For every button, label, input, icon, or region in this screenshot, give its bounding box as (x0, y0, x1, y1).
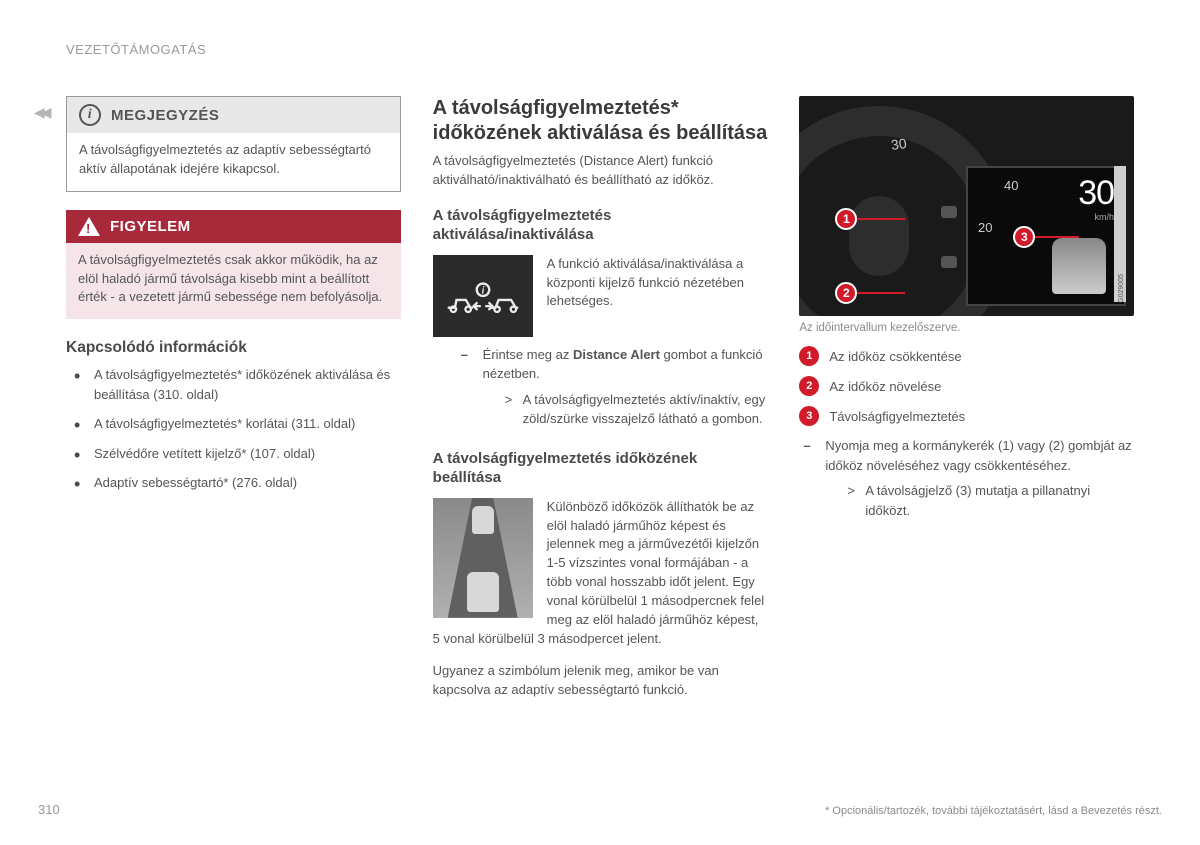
note-body: A távolságfigyelmeztetés az adaptív sebe… (67, 133, 400, 191)
info-icon: i (79, 104, 101, 126)
instruction-sub-item: A távolságjelző (3) mutatja a pillanatny… (847, 481, 1134, 520)
numbered-text: Távolságfigyelmeztetés (829, 409, 965, 424)
warning-body: A távolságfigyelmeztetés csak akkor műkö… (66, 243, 401, 320)
column-2: A távolságfigyelmeztetés* időközének akt… (433, 96, 768, 700)
svg-text:i: i (481, 285, 484, 296)
dashboard-image: 30 1 2 40 20 30 km/h G029005 3 (799, 96, 1134, 316)
numbered-text: Az időköz növelése (829, 379, 941, 394)
related-item: A távolságfigyelmeztetés* időközének akt… (70, 365, 401, 404)
instruction-item: Nyomja meg a kormánykerék (1) vagy (2) g… (803, 436, 1134, 520)
step-text-bold: Distance Alert (573, 347, 660, 362)
warning-label: FIGYELEM (110, 218, 191, 235)
related-title: Kapcsolódó információk (66, 339, 401, 357)
speed-unit: km/h (1095, 212, 1115, 222)
related-item: A távolságfigyelmeztetés* korlátai (311.… (70, 414, 401, 434)
instruction-list: Nyomja meg a kormánykerék (1) vagy (2) g… (799, 436, 1134, 520)
icon-text: A funkció aktiválása/inaktiválása a közp… (547, 255, 768, 337)
content-columns: i MEGJEGYZÉS A távolságfigyelmeztetés az… (66, 96, 1134, 700)
continuation-marks: ◀◀ (34, 104, 48, 121)
distance-alert-icon: i (433, 255, 533, 337)
setting-block: A távolságfigyelmeztetés időközének beál… (433, 449, 768, 700)
column-3: 30 1 2 40 20 30 km/h G029005 3 Az időin (799, 96, 1134, 700)
speed-20: 20 (978, 220, 992, 235)
instruction-text: Nyomja meg a kormánykerék (1) vagy (2) g… (825, 438, 1131, 473)
main-title: A távolságfigyelmeztetés* időközének akt… (433, 96, 768, 146)
note-label: MEGJEGYZÉS (111, 107, 219, 124)
lead-text: A távolságfigyelmeztetés (Distance Alert… (433, 152, 768, 190)
numbered-list: 1 Az időköz csökkentése 2 Az időköz növe… (799, 346, 1134, 426)
step-text-pre: Érintse meg az (483, 347, 573, 362)
related-item: Szélvédőre vetített kijelző* (107. oldal… (70, 444, 401, 464)
subhead-activation: A távolságfigyelmeztetés aktiválása/inak… (433, 206, 768, 245)
step-list: Érintse meg az Distance Alert gombot a f… (433, 345, 768, 429)
instruction-sublist: A távolságjelző (3) mutatja a pillanatny… (825, 481, 1134, 520)
num-badge-1: 1 (799, 346, 819, 366)
num-badge-3: 3 (799, 406, 819, 426)
related-item: Adaptív sebességtartó* (276. oldal) (70, 473, 401, 493)
speed-40: 40 (1004, 178, 1018, 193)
warning-header: FIGYELEM (66, 210, 401, 243)
warning-icon (78, 217, 100, 236)
setting-image-wrap (433, 498, 533, 618)
footnote: * Opcionális/tartozék, további tájékozta… (825, 805, 1162, 817)
note-header: i MEGJEGYZÉS (67, 97, 400, 133)
num-badge-2: 2 (799, 376, 819, 396)
icon-block: i A funkció aktiválása/inaktiválása a kö… (433, 255, 768, 337)
warning-box: FIGYELEM A távolságfigyelmeztetés csak a… (66, 210, 401, 320)
image-code: G029005 (1118, 274, 1125, 303)
setting-image (433, 498, 533, 618)
subhead-setting: A távolságfigyelmeztetés időközének beál… (433, 449, 768, 488)
step-item: Érintse meg az Distance Alert gombot a f… (461, 345, 768, 429)
page-header: VEZETŐTÁMOGATÁS (66, 42, 206, 57)
numbered-item: 3 Távolságfigyelmeztetés (799, 406, 1134, 426)
page-number: 310 (38, 802, 60, 817)
follow-text: Ugyanez a szimbólum jelenik meg, amikor … (433, 662, 768, 700)
sub-step-item: A távolságfigyelmeztetés aktív/inaktív, … (505, 390, 768, 429)
numbered-item: 1 Az időköz csökkentése (799, 346, 1134, 366)
sub-step-list: A távolságfigyelmeztetés aktív/inaktív, … (483, 390, 768, 429)
numbered-text: Az időköz csökkentése (829, 349, 961, 364)
note-box: i MEGJEGYZÉS A távolságfigyelmeztetés az… (66, 96, 401, 192)
numbered-item: 2 Az időköz növelése (799, 376, 1134, 396)
image-caption: Az időintervallum kezelőszerve. (799, 322, 1134, 334)
related-list: A távolságfigyelmeztetés* időközének akt… (66, 365, 401, 493)
column-1: i MEGJEGYZÉS A távolságfigyelmeztetés az… (66, 96, 401, 700)
speed-big: 30 (1078, 174, 1114, 213)
